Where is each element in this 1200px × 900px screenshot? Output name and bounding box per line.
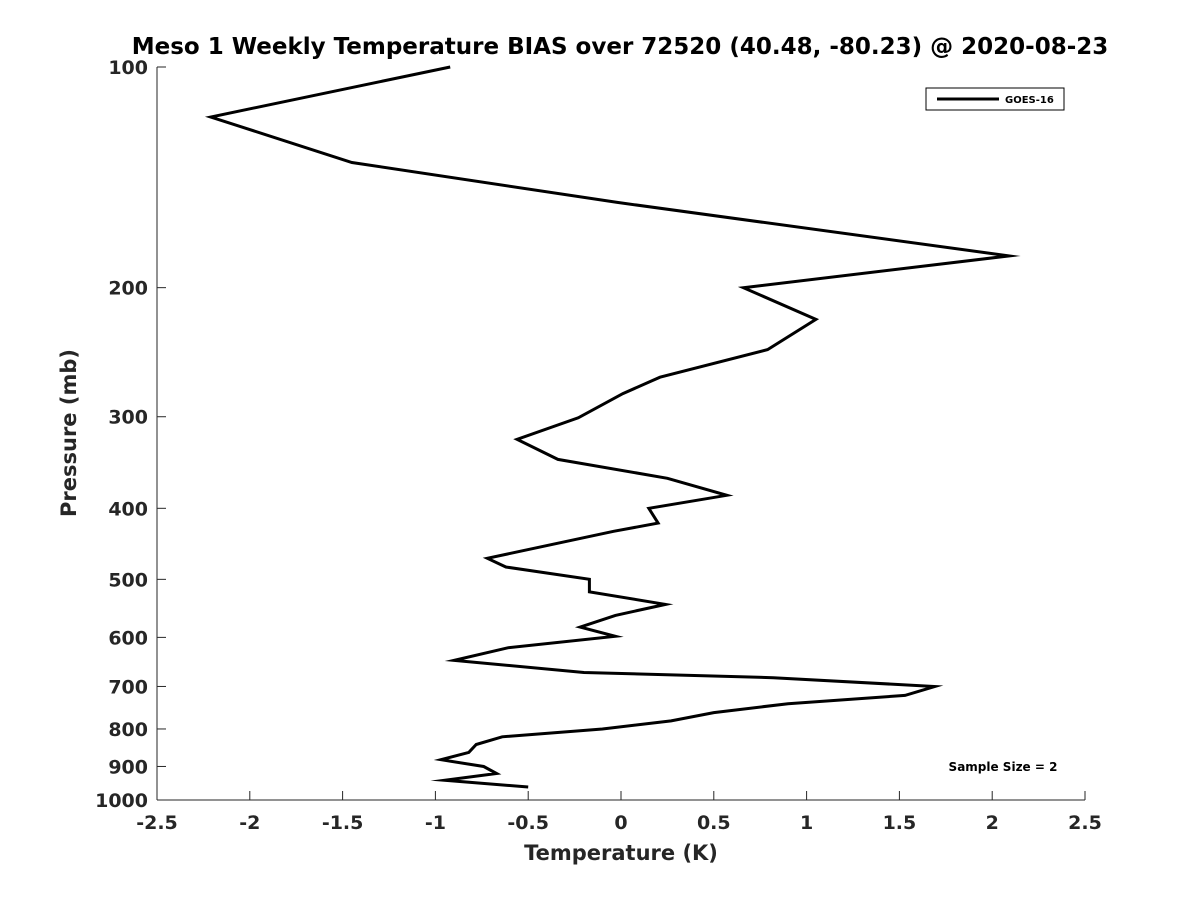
y-axis-label: Pressure (mb) <box>57 349 81 517</box>
x-tick-label: 0 <box>614 812 627 834</box>
series-layer <box>204 65 1021 789</box>
y-tick-label: 600 <box>108 627 148 649</box>
x-tick-label: 1.5 <box>883 812 917 834</box>
x-tick-label: 2 <box>986 812 999 834</box>
y-tick-label: 900 <box>108 756 148 778</box>
y-tick-label: 200 <box>108 278 148 300</box>
x-tick-label: -2.5 <box>136 812 178 834</box>
y-tick-label: 1000 <box>95 790 148 812</box>
series-line-goes-16 <box>204 65 1021 789</box>
x-tick-label: 1 <box>800 812 813 834</box>
x-tick-label: -1.5 <box>322 812 364 834</box>
sample-size-annotation: Sample Size = 2 <box>949 760 1058 774</box>
y-tick-label: 800 <box>108 719 148 741</box>
y-tick-label: 700 <box>108 676 148 698</box>
y-tick-label: 500 <box>108 569 148 591</box>
y-tick-label: 300 <box>108 407 148 429</box>
y-tick-label: 400 <box>108 498 148 520</box>
x-tick-label: -1 <box>425 812 446 834</box>
x-tick-label: -2 <box>239 812 260 834</box>
x-tick-label: 0.5 <box>697 812 731 834</box>
plot-area <box>157 67 1085 800</box>
y-axis-ticks: 100 200 300 400 500 600 700 800 900 1000 <box>95 57 166 812</box>
x-tick-label: 2.5 <box>1068 812 1102 834</box>
legend-entry-goes-16: GOES-16 <box>1005 95 1054 106</box>
chart-title: Meso 1 Weekly Temperature BIAS over 7252… <box>132 34 1109 60</box>
legend: GOES-16 <box>925 87 1065 111</box>
x-axis-label: Temperature (K) <box>524 841 718 865</box>
x-tick-label: -0.5 <box>507 812 549 834</box>
x-axis-ticks: -2.5 -2 -1.5 -1 -0.5 0 0.5 1 1.5 2 2.5 <box>136 791 1102 834</box>
y-tick-label: 100 <box>108 57 148 79</box>
